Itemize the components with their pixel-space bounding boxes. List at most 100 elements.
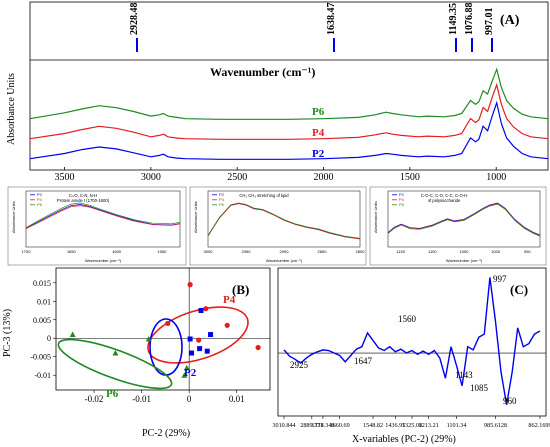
- c-xtick-label: 862.1699: [528, 422, 550, 429]
- a-xtick-label: 3000: [141, 172, 161, 183]
- inset-title: C-O-C, C-O, C-C, C-O-H: [421, 193, 467, 198]
- panel-c-frame: [277, 267, 547, 417]
- series-label-p4: P4: [312, 127, 325, 139]
- scatter-point-p4: [224, 322, 230, 328]
- group-label-p6: P6: [106, 388, 119, 400]
- annotation-1143: 1143: [455, 370, 473, 380]
- scatter-point-p2: [204, 348, 210, 354]
- panel-a-xticks: 3500 3000 2500 2000 1500 1000: [55, 167, 506, 183]
- inset-xtick-label: 1050: [460, 249, 470, 254]
- inset-plot-area: [25, 190, 181, 248]
- inset-xtick-label: 950: [524, 249, 531, 254]
- annotation-960: 960: [503, 396, 517, 406]
- panel-a: (A) Wavenumber (cm⁻¹) Absorbance Units 2…: [6, 1, 549, 183]
- inset-xtick-label: 2950: [242, 249, 252, 254]
- peak-label-1638: 1638.47: [326, 3, 337, 36]
- inset-line-p4: [25, 205, 181, 230]
- panel-c-label: (C): [510, 282, 528, 297]
- inset-legend-label: P6: [399, 202, 405, 207]
- inset-legend-label: P2: [37, 192, 43, 197]
- inset-frame: [189, 186, 367, 266]
- scatter-point-p6: [69, 331, 76, 338]
- panel-b-confidence-ellipses: [57, 306, 249, 390]
- scatter-point-p4: [187, 282, 193, 288]
- b-xtick-label: -0.01: [132, 394, 151, 404]
- panel-a-spectra: [29, 67, 549, 160]
- scatter-point-p2: [189, 350, 195, 356]
- spectrum-line-p4: [29, 82, 549, 140]
- annotation-1085: 1085: [470, 383, 489, 393]
- inset-xlabel: Wavenumber (cm⁻¹): [266, 258, 303, 263]
- inset-plot-area: [207, 190, 361, 248]
- spectrum-line-p2: [29, 100, 549, 160]
- inset-legend-label: P4: [219, 197, 225, 202]
- c-xtick-label: 3010.844: [272, 422, 295, 429]
- inset-line-p4: [207, 203, 361, 240]
- panel-b: (B) PC-2 (29%) PC-3 (13%) -0.02 -0.01 0 0.0…: [2, 267, 271, 439]
- panel-b-label: (B): [232, 282, 249, 297]
- loading-line: [283, 277, 541, 405]
- inset-plot-area: [387, 190, 541, 248]
- scatter-point-p4: [196, 337, 202, 343]
- inset-xtick-label: 1100: [428, 249, 437, 254]
- inset-subtitle: Protein amide I (1700-1600): [57, 198, 110, 203]
- a-xtick-label: 1000: [486, 172, 506, 183]
- inset-legend-label: P2: [399, 192, 405, 197]
- scatter-point-p6: [112, 350, 119, 356]
- group-label-p4: P4: [223, 294, 236, 306]
- panel-b-points: [69, 282, 261, 378]
- inset-xtick-label: 1650: [67, 249, 77, 254]
- a-xtick-label: 1500: [400, 172, 420, 183]
- inset-xtick-label: 1600: [112, 249, 122, 254]
- c-xtick-label: 1660.69: [330, 422, 350, 429]
- inset-subtitle: of polysaccharide: [428, 198, 461, 203]
- inset-xlabel: Wavenumber (cm⁻¹): [85, 258, 122, 263]
- inset-xtick-label: 1700: [22, 249, 32, 254]
- scatter-point-p4: [165, 320, 171, 327]
- inset-line-p4: [387, 203, 541, 236]
- inset-line-p2: [25, 204, 181, 229]
- series-label-p2: P2: [312, 148, 325, 160]
- panel-a-label: (A): [500, 13, 520, 28]
- scatter-point-p2: [198, 308, 204, 314]
- c-xtick-label: 1548.82: [363, 422, 383, 429]
- scatter-point-p6: [145, 335, 152, 342]
- scatter-point-p2: [197, 346, 203, 352]
- panel-b-ylabel: PC-3 (13%): [2, 309, 13, 357]
- b-ytick-label: 0.015: [33, 279, 51, 288]
- peak-markers: 2928.48 1638.47 1149.35 1076.88 997.01: [129, 3, 495, 52]
- inset-line-p6: [387, 203, 541, 237]
- inset-line-p6: [25, 202, 181, 229]
- panel-c-xlabel: X-variables (PC-2) (29%): [352, 434, 456, 445]
- panel-c-annotations: 2925 1647 1560 1143 1085 997 960: [290, 274, 517, 406]
- c-xtick-label: 1101.34: [447, 422, 467, 429]
- a-xtick-label: 2000: [314, 172, 334, 183]
- b-ytick-label: 0.01: [37, 297, 51, 306]
- annotation-997: 997: [493, 274, 507, 284]
- annotation-1647: 1647: [354, 356, 373, 366]
- scatter-point-p6: [183, 364, 190, 371]
- inset-xtick-label: 2850: [318, 249, 328, 254]
- b-ytick-label: -0.01: [34, 371, 51, 380]
- peak-label-1149: 1149.35: [448, 3, 459, 35]
- panel-a-xlabel: Wavenumber (cm⁻¹): [210, 65, 315, 79]
- c-xtick-label: 1213.21: [419, 422, 439, 429]
- scatter-point-p4: [255, 344, 261, 351]
- peak-label-2928: 2928.48: [129, 3, 140, 36]
- group-label-p2: P2: [184, 367, 197, 379]
- panel-b-axes: -0.02 -0.01 0 0.01 0.015 0.01 0.005 0 -0.005 -0.0…: [30, 268, 270, 404]
- inset-legend-label: P4: [37, 197, 43, 202]
- scatter-point-p6: [181, 372, 188, 378]
- scatter-point-p2: [187, 336, 193, 342]
- panel-a-frame: [29, 1, 549, 171]
- scatter-point-p2: [208, 332, 214, 338]
- c-xtick-label: 1325.08: [402, 422, 422, 429]
- ellipse-p4: [147, 306, 249, 364]
- panel-b-xlabel: PC-2 (29%): [142, 428, 190, 439]
- panel-a-ylabel: Absorbance Units: [6, 73, 17, 145]
- inset-xtick-label: 1150: [396, 249, 405, 254]
- panel-b-frame: [55, 267, 271, 391]
- inset-xtick-label: 1550: [157, 249, 167, 254]
